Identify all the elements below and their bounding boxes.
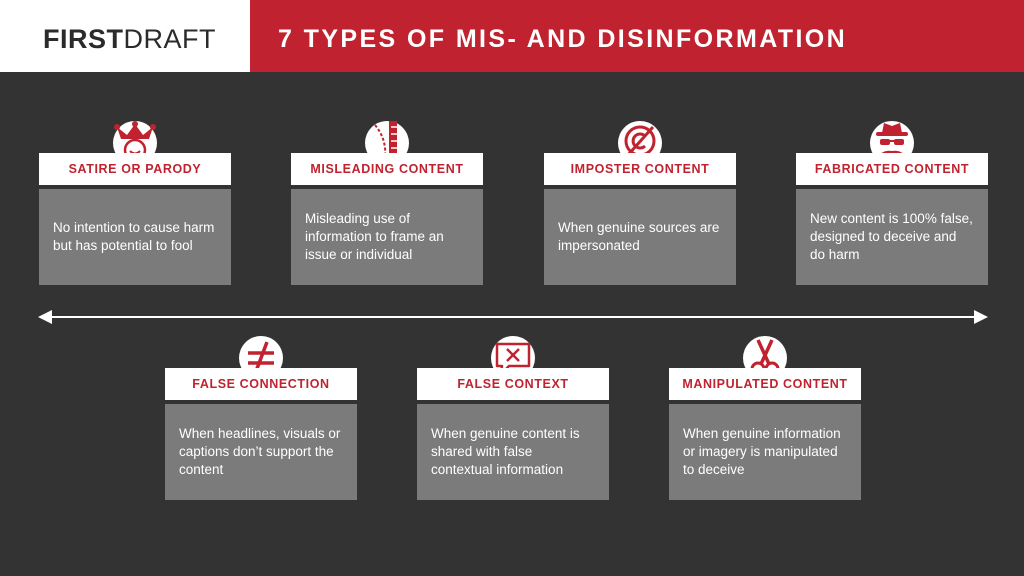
type-label: SATIRE OR PARODY	[39, 153, 231, 185]
type-description: When genuine content is shared with fals…	[431, 426, 580, 477]
type-label: MANIPULATED CONTENT	[669, 368, 861, 400]
type-label: MISLEADING CONTENT	[291, 153, 483, 185]
type-description-box: When genuine information or imagery is m…	[669, 404, 861, 500]
type-description: No intention to cause harm but has poten…	[53, 220, 215, 253]
type-description-box: When headlines, visuals or captions don’…	[165, 404, 357, 500]
type-label: FABRICATED CONTENT	[796, 153, 988, 185]
type-description: When genuine sources are impersonated	[558, 220, 720, 253]
header-logo-panel: FIRSTDRAFT	[0, 0, 250, 72]
type-label: FALSE CONNECTION	[165, 368, 357, 400]
type-description: New content is 100% false, designed to d…	[810, 211, 973, 262]
type-description: When genuine information or imagery is m…	[683, 426, 841, 477]
type-description-box: When genuine content is shared with fals…	[417, 404, 609, 500]
type-label: IMPOSTER CONTENT	[544, 153, 736, 185]
type-description-box: When genuine sources are impersonated	[544, 189, 736, 285]
header-title-panel: 7 TYPES OF MIS- AND DISINFORMATION	[250, 0, 1024, 72]
type-description-box: Misleading use of information to frame a…	[291, 189, 483, 285]
type-label: FALSE CONTEXT	[417, 368, 609, 400]
type-description-box: New content is 100% false, designed to d…	[796, 189, 988, 285]
spectrum-arrow	[38, 310, 988, 324]
type-description: When headlines, visuals or captions don’…	[179, 426, 341, 477]
type-description: Misleading use of information to frame a…	[305, 211, 444, 262]
firstdraft-logo: FIRSTDRAFT	[43, 24, 216, 54]
type-description-box: No intention to cause harm but has poten…	[39, 189, 231, 285]
page-title: 7 TYPES OF MIS- AND DISINFORMATION	[278, 25, 848, 53]
